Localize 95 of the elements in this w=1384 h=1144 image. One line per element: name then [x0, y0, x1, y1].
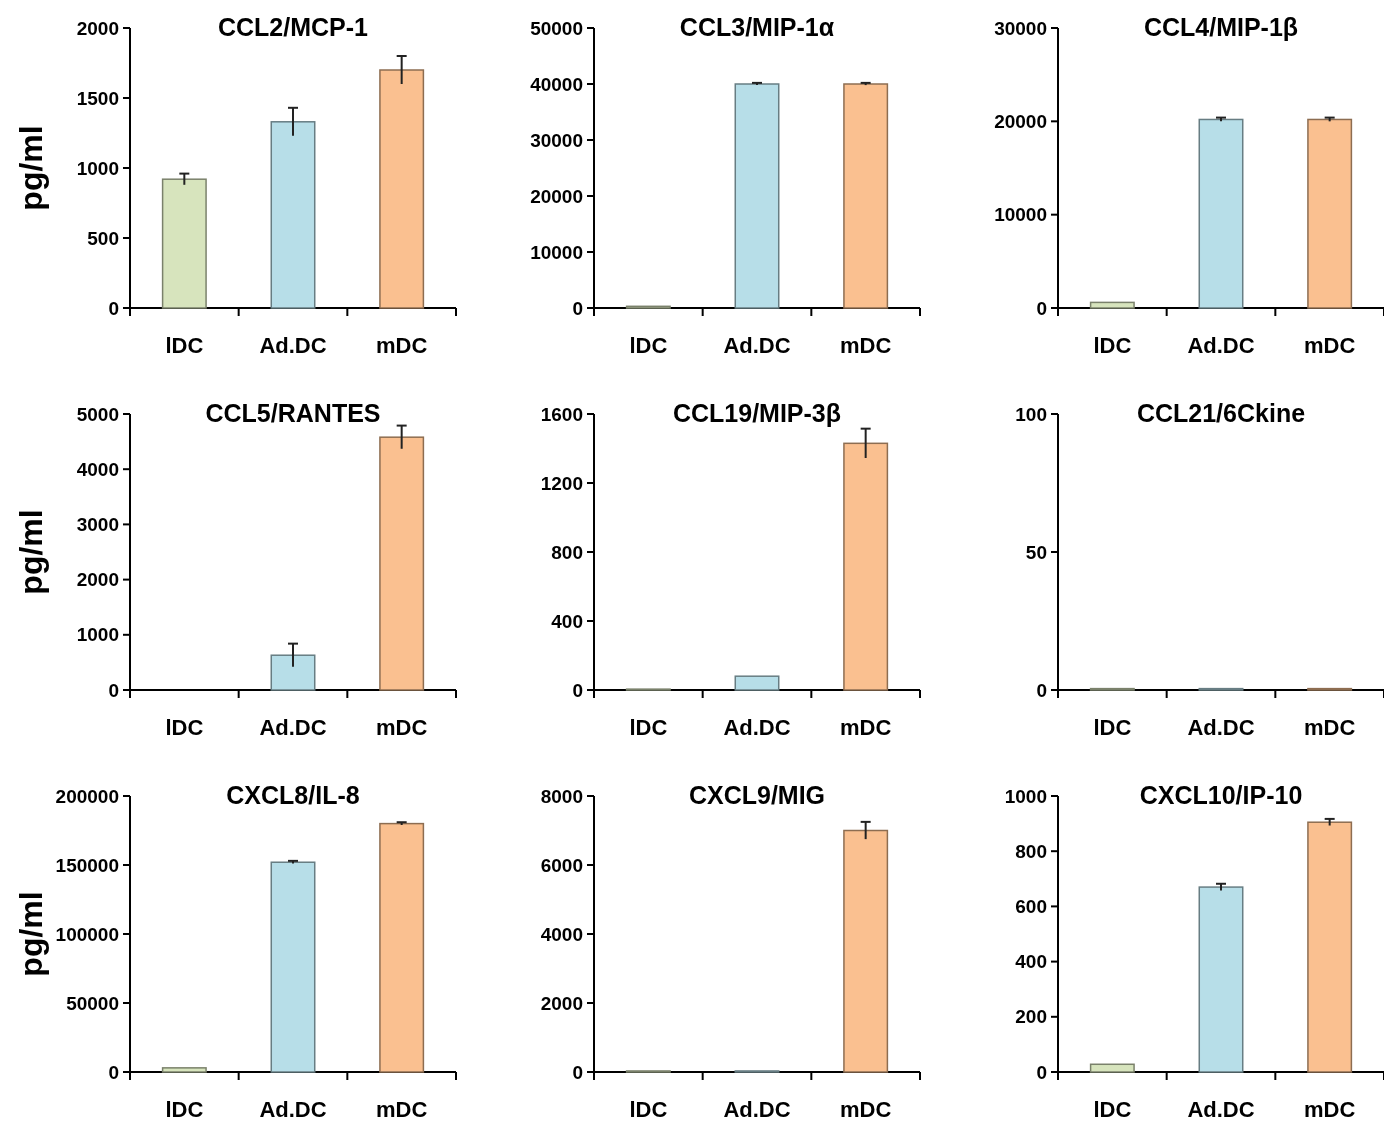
- bar: [1198, 886, 1244, 1073]
- y-tick-label: 1000: [76, 157, 119, 179]
- chart-title: CCL21/6Ckine: [1136, 399, 1306, 427]
- y-axis-title: pg/ml: [13, 509, 49, 595]
- chart-title: CCL19/MIP-3β: [672, 399, 842, 427]
- x-tick-label: Ad.DC: [723, 1097, 791, 1122]
- y-tick-label: 400: [1015, 951, 1047, 973]
- x-tick-label: mDC: [375, 333, 428, 358]
- y-tick-label: 0: [1036, 1061, 1047, 1083]
- y-tick-label: 500: [87, 227, 119, 249]
- x-tick-label: Ad.DC: [1187, 715, 1255, 740]
- y-tick-label: 0: [572, 679, 583, 701]
- chart-title: CCL2/MCP-1: [217, 13, 369, 41]
- y-tick-label: 2000: [76, 17, 119, 39]
- y-tick-label: 0: [108, 1061, 119, 1083]
- y-tick-label: 800: [551, 541, 583, 563]
- chart-title: CXCL9/MIG: [688, 781, 826, 809]
- y-tick-label: 4000: [540, 923, 583, 945]
- x-tick-label: mDC: [839, 333, 892, 358]
- x-tick-label: Ad.DC: [259, 715, 327, 740]
- y-tick-label: 4000: [76, 458, 119, 480]
- x-tick-label: Ad.DC: [1187, 333, 1255, 358]
- x-tick-label: lDC: [165, 1097, 204, 1122]
- y-tick-label: 1600: [540, 403, 583, 425]
- y-tick-label: 50: [1025, 541, 1047, 563]
- y-tick-label: 0: [572, 1061, 583, 1083]
- x-tick-label: lDC: [1093, 333, 1132, 358]
- chart-title: CXCL10/IP-10: [1139, 781, 1303, 809]
- y-axis-title: pg/ml: [13, 125, 49, 211]
- y-tick-label: 50000: [66, 992, 119, 1014]
- x-tick-label: mDC: [375, 1097, 428, 1122]
- x-tick-label: lDC: [629, 333, 668, 358]
- bar: [379, 822, 425, 1073]
- y-tick-label: 200000: [55, 785, 119, 807]
- y-tick-label: 100000: [55, 923, 119, 945]
- x-tick-label: mDC: [1303, 715, 1356, 740]
- y-tick-label: 1000: [76, 624, 119, 646]
- x-tick-label: Ad.DC: [259, 333, 327, 358]
- y-axis-title: pg/ml: [13, 891, 49, 977]
- bar: [270, 861, 316, 1073]
- bar: [379, 69, 425, 309]
- y-tick-label: 200: [1015, 1006, 1047, 1028]
- y-tick-label: 10000: [994, 204, 1047, 226]
- bar: [1307, 821, 1353, 1073]
- y-tick-label: 1500: [76, 87, 119, 109]
- y-tick-label: 400: [551, 610, 583, 632]
- y-tick-label: 6000: [540, 854, 583, 876]
- y-tick-label: 20000: [994, 110, 1047, 132]
- x-tick-label: Ad.DC: [723, 715, 791, 740]
- y-tick-label: 8000: [540, 785, 583, 807]
- chart-title: CXCL8/IL-8: [226, 781, 360, 809]
- y-tick-label: 800: [1015, 840, 1047, 862]
- y-tick-label: 0: [108, 679, 119, 701]
- bar: [270, 121, 316, 309]
- y-tick-label: 3000: [76, 514, 119, 536]
- bar: [161, 178, 207, 309]
- y-tick-label: 40000: [530, 73, 583, 95]
- chart-title: CCL5/RANTES: [205, 399, 381, 427]
- y-tick-label: 2000: [76, 569, 119, 591]
- x-tick-label: Ad.DC: [723, 333, 791, 358]
- y-tick-label: 600: [1015, 896, 1047, 918]
- x-tick-label: lDC: [1093, 715, 1132, 740]
- y-tick-label: 1200: [540, 472, 583, 494]
- y-tick-label: 1000: [1004, 785, 1047, 807]
- x-tick-label: lDC: [1093, 1097, 1132, 1122]
- chart-title: CCL4/MIP-1β: [1143, 13, 1299, 41]
- x-tick-label: Ad.DC: [1187, 1097, 1255, 1122]
- chart-title: CCL3/MIP-1α: [679, 13, 835, 41]
- bar: [161, 1067, 207, 1073]
- y-tick-label: 0: [1036, 297, 1047, 319]
- y-tick-label: 150000: [55, 854, 119, 876]
- bar: [1089, 1063, 1135, 1073]
- y-tick-label: 5000: [76, 403, 119, 425]
- y-tick-label: 0: [572, 297, 583, 319]
- x-tick-label: Ad.DC: [259, 1097, 327, 1122]
- x-tick-label: mDC: [375, 715, 428, 740]
- x-tick-label: lDC: [165, 333, 204, 358]
- y-tick-label: 30000: [994, 17, 1047, 39]
- y-tick-label: 100: [1015, 403, 1047, 425]
- x-tick-label: mDC: [839, 1097, 892, 1122]
- y-tick-label: 10000: [530, 241, 583, 263]
- y-tick-label: 20000: [530, 185, 583, 207]
- bar: [843, 442, 889, 691]
- x-tick-label: mDC: [1303, 1097, 1356, 1122]
- y-tick-label: 2000: [540, 992, 583, 1014]
- x-tick-label: lDC: [629, 1097, 668, 1122]
- y-tick-label: 50000: [530, 17, 583, 39]
- x-tick-label: lDC: [165, 715, 204, 740]
- x-tick-label: mDC: [839, 715, 892, 740]
- y-tick-label: 0: [108, 297, 119, 319]
- y-tick-label: 30000: [530, 129, 583, 151]
- y-tick-label: 0: [1036, 679, 1047, 701]
- x-tick-label: lDC: [629, 715, 668, 740]
- bar: [734, 675, 780, 691]
- x-tick-label: mDC: [1303, 333, 1356, 358]
